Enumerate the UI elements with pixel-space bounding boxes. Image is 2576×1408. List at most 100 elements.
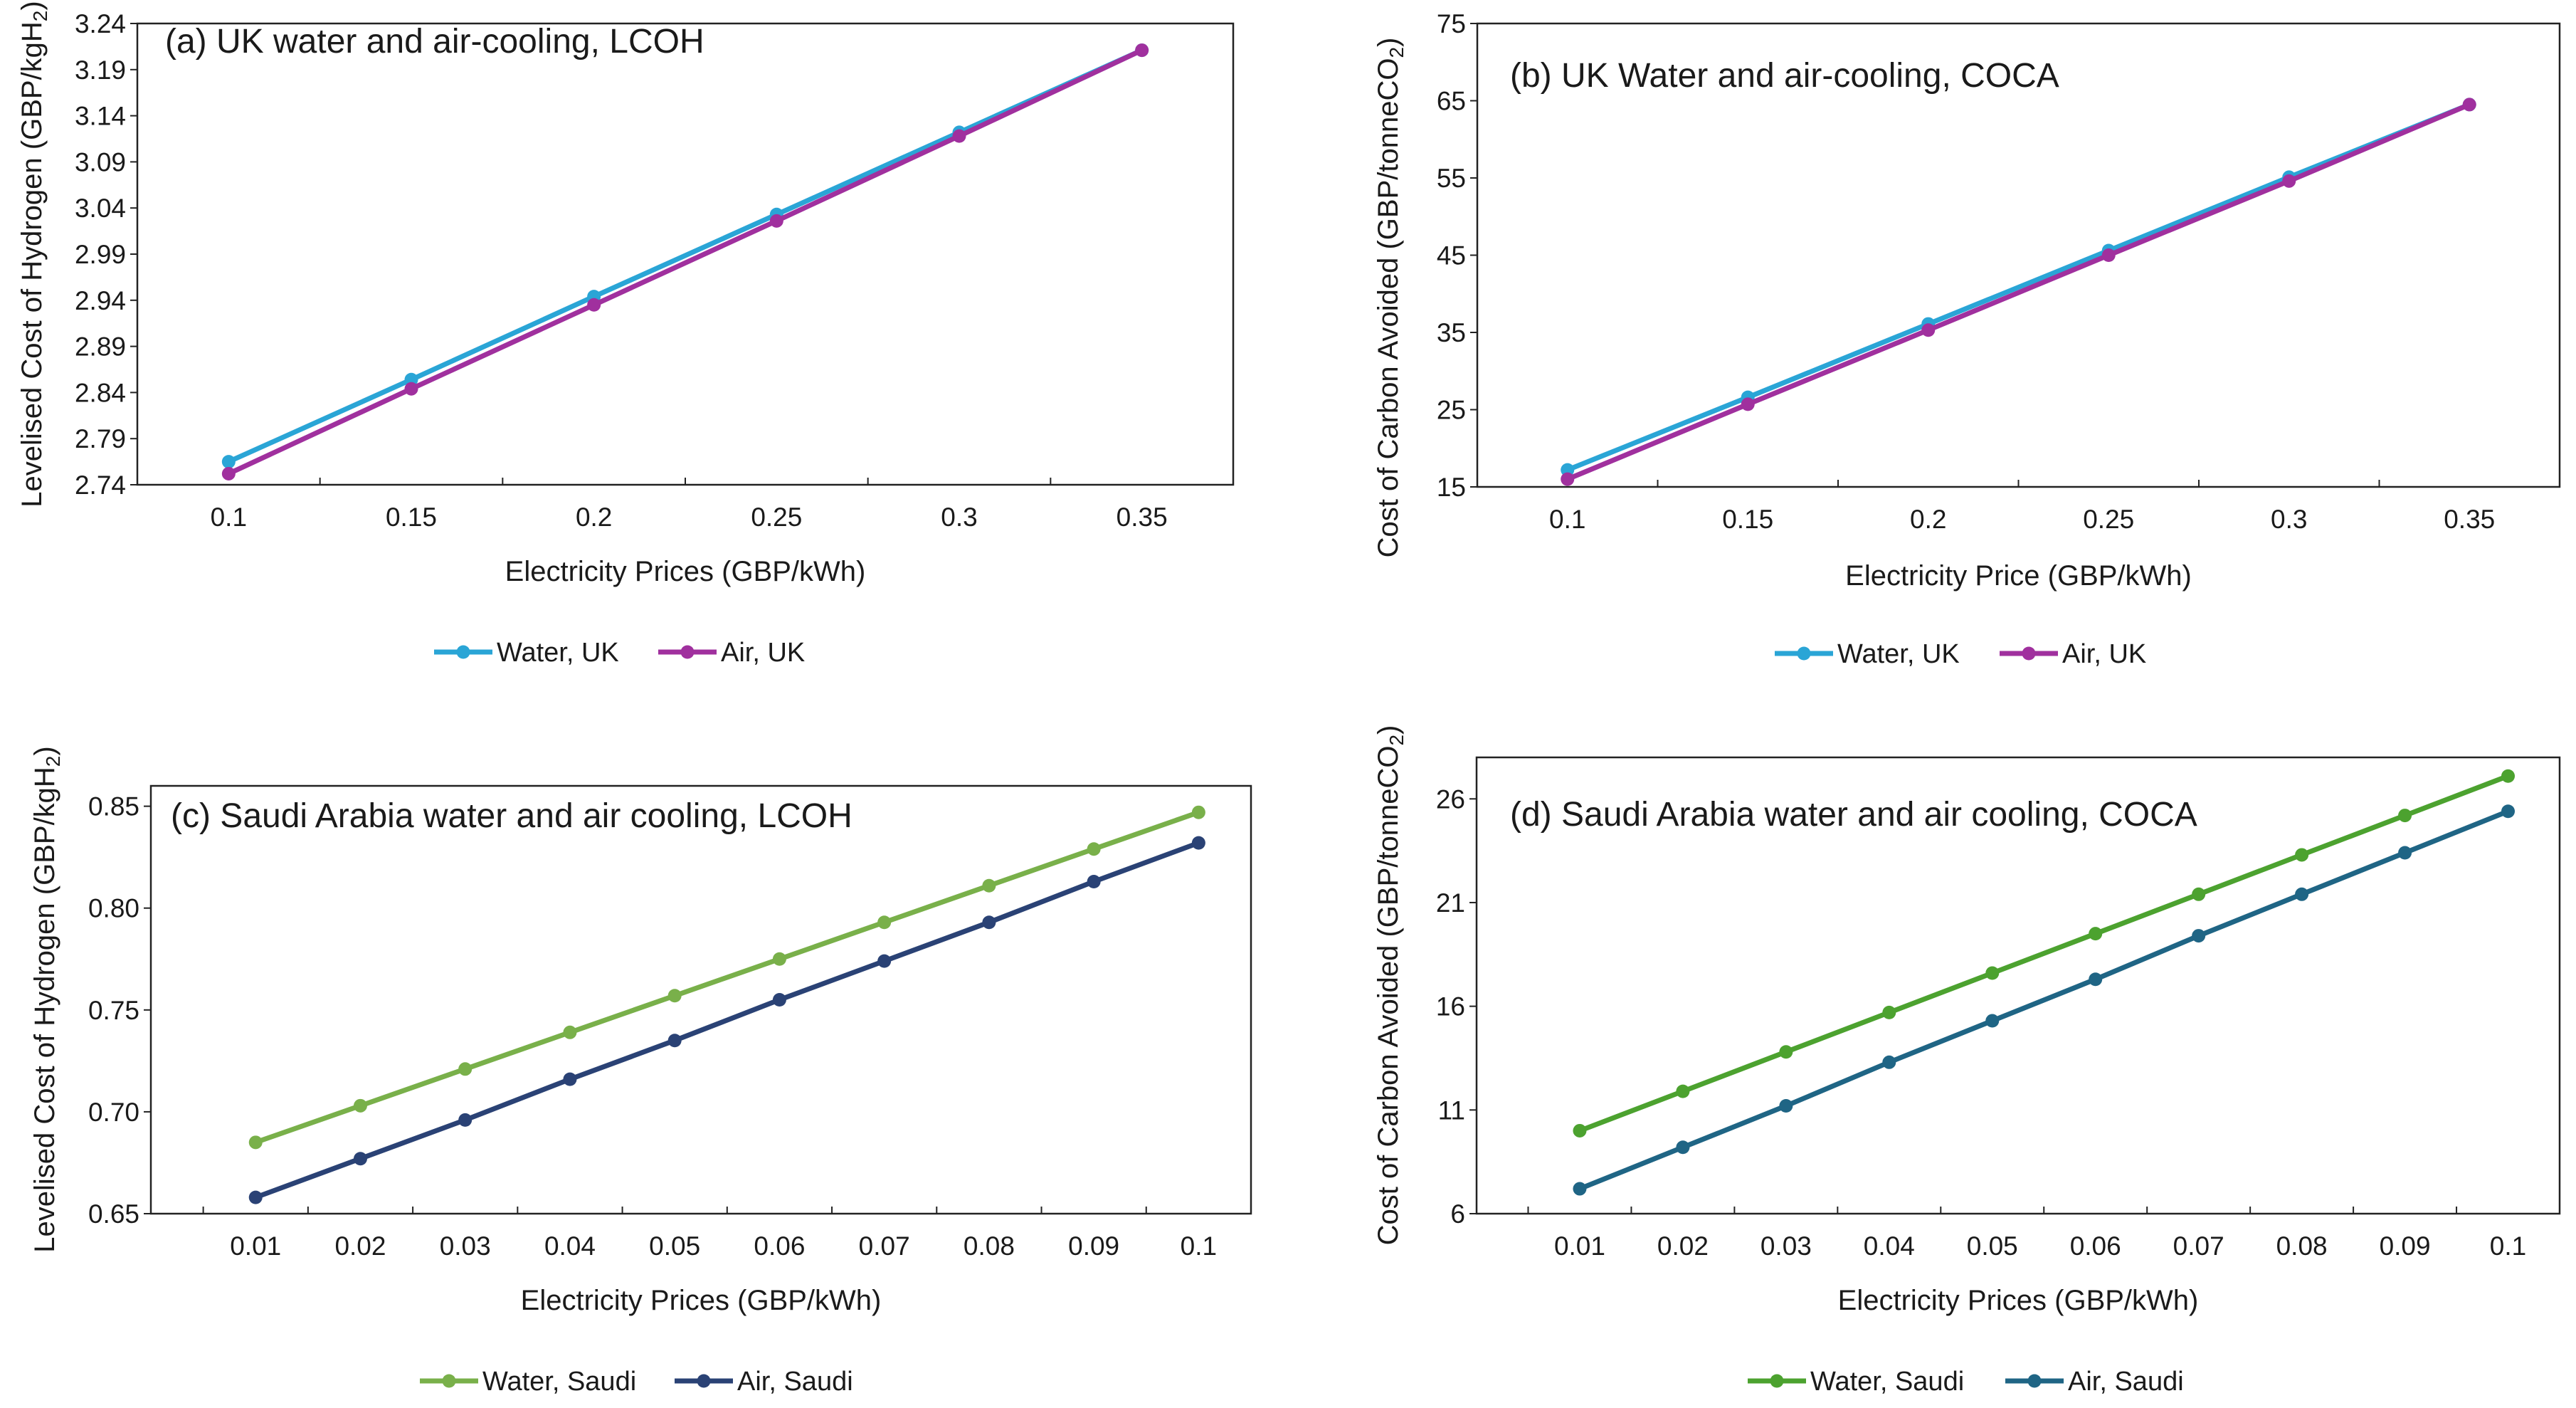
legend-swatch-marker	[697, 1374, 711, 1388]
y-tick-label: 45	[1437, 241, 1466, 270]
data-point	[1779, 1045, 1793, 1059]
data-point	[1985, 966, 2000, 980]
y-tick-label: 65	[1437, 87, 1466, 116]
data-point	[982, 878, 996, 893]
y-axis-label: Cost of Carbon Avoided (GBP/tonneCO2)	[1373, 38, 1408, 558]
data-point	[1573, 1182, 1587, 1196]
chart-panel-3: 6 11 16 21 26 0.01 0.02 0.03 0.04 0.05 0.06 0.07 0.0…	[1373, 725, 2561, 1397]
data-point	[1573, 1123, 1587, 1138]
x-tick-label: 0.1	[1181, 1231, 1217, 1261]
data-point	[2462, 98, 2476, 112]
data-point	[2398, 809, 2412, 823]
x-tick-label: 0.07	[859, 1231, 910, 1261]
x-tick-label: 0.04	[1864, 1231, 1915, 1261]
series-line-0	[227, 48, 1144, 464]
x-tick-label: 0.08	[964, 1231, 1015, 1261]
legend-swatch-marker	[456, 645, 470, 659]
data-point	[1676, 1140, 1690, 1155]
x-tick-label: 0.09	[1068, 1231, 1119, 1261]
y-tick-label: 2.94	[75, 286, 126, 315]
y-tick-label: 2.89	[75, 332, 126, 362]
legend: Water, Saudi Air, Saudi	[1748, 1367, 2184, 1397]
y-tick-label: 0.65	[88, 1199, 139, 1229]
series-line-1	[227, 48, 1144, 476]
data-point	[2101, 248, 2116, 262]
y-tick-label: 15	[1437, 473, 1466, 502]
data-point	[877, 915, 892, 930]
data-point	[248, 1135, 263, 1150]
legend-label: Water, Saudi	[482, 1367, 636, 1397]
x-tick-label: 0.02	[334, 1231, 386, 1261]
legend-swatch-marker	[1770, 1374, 1784, 1388]
data-point	[353, 1098, 367, 1113]
x-tick-label: 0.3	[2271, 505, 2307, 534]
data-point	[2501, 769, 2516, 783]
data-point	[2282, 174, 2296, 188]
legend-swatch-marker	[2027, 1374, 2042, 1388]
data-point	[1135, 43, 1149, 58]
data-point	[772, 993, 786, 1007]
y-tick-label: 2.74	[75, 471, 126, 500]
series-line-1	[1566, 102, 2471, 482]
x-axis-label: Electricity Prices (GBP/kWh)	[521, 1285, 882, 1316]
x-tick-label: 0.03	[1761, 1231, 1812, 1261]
x-tick-label: 0.03	[440, 1231, 491, 1261]
x-tick-label: 0.15	[386, 503, 437, 532]
y-tick-label: 0.75	[88, 996, 139, 1025]
data-point	[2192, 929, 2206, 943]
legend-label: Water, Saudi	[1810, 1367, 1964, 1397]
y-tick-label: 16	[1436, 992, 1465, 1021]
x-tick-label: 0.2	[1910, 505, 1946, 534]
data-point	[353, 1152, 367, 1166]
chart-panel-2: 0.65 0.70 0.75 0.80 0.85 0.01 0.02 0.03 0.04 0.05…	[29, 746, 1252, 1397]
data-point	[2295, 887, 2309, 901]
plot-frame	[1475, 756, 2561, 1215]
data-point	[1087, 842, 1101, 856]
data-point	[563, 1072, 577, 1086]
x-tick-label: 0.2	[576, 503, 612, 532]
y-tick-label: 2.84	[75, 378, 126, 407]
x-tick-label: 0.06	[2070, 1231, 2121, 1261]
data-point	[1921, 323, 1936, 337]
data-point	[1676, 1084, 1690, 1098]
y-tick-label: 0.70	[88, 1098, 139, 1127]
x-tick-label: 0.35	[2444, 505, 2495, 534]
plot-frame	[149, 784, 1252, 1215]
y-tick-label: 26	[1436, 784, 1465, 814]
y-axis-label: Cost of Carbon Avoided (GBP/tonneCO2)	[1373, 725, 1408, 1246]
data-point	[563, 1025, 577, 1039]
x-tick-label: 0.08	[2276, 1231, 2328, 1261]
data-point	[1882, 1055, 1896, 1069]
legend-label: Water, UK	[497, 638, 619, 668]
y-tick-label: 3.24	[75, 9, 126, 38]
x-tick-label: 0.1	[2490, 1231, 2526, 1261]
x-tick-label: 0.02	[1657, 1231, 1709, 1261]
data-point	[667, 1034, 682, 1048]
y-axis-label: Levelised Cost of Hydrogen (GBP/kgH2)	[16, 1, 51, 507]
legend: Water, UK Air, UK	[434, 638, 805, 668]
y-tick-label: 0.85	[88, 792, 139, 821]
data-point	[458, 1113, 473, 1127]
x-tick-label: 0.35	[1117, 503, 1168, 532]
x-tick-label: 0.25	[751, 503, 802, 532]
legend-swatch-marker	[2022, 646, 2036, 661]
series-line-1	[254, 840, 1200, 1200]
y-tick-label: 55	[1437, 164, 1466, 193]
chart-title: (b) UK Water and air-cooling, COCA	[1510, 57, 2059, 95]
data-point	[1985, 1014, 2000, 1028]
legend-label: Water, UK	[1837, 639, 1960, 669]
series-line-0	[1578, 773, 2509, 1133]
series-line-1	[1578, 809, 2509, 1192]
data-point	[1741, 397, 1755, 411]
x-tick-label: 0.25	[2083, 505, 2134, 534]
x-tick-label: 0.15	[1722, 505, 1773, 534]
y-tick-label: 3.09	[75, 147, 126, 177]
data-point	[2398, 846, 2412, 860]
data-point	[2089, 972, 2103, 987]
x-tick-label: 0.07	[2173, 1231, 2224, 1261]
legend-label: Air, UK	[721, 638, 805, 668]
data-point	[221, 466, 236, 480]
data-point	[769, 214, 783, 228]
x-tick-label: 0.04	[544, 1231, 596, 1261]
